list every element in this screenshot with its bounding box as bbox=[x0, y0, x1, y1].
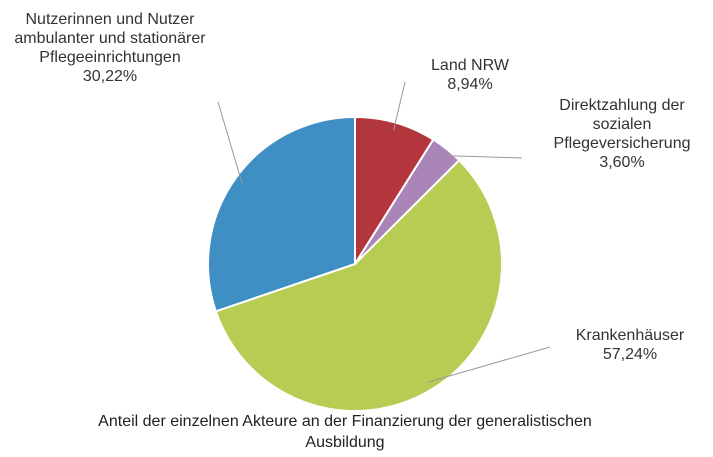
slice-label: Land NRW 8,94% bbox=[410, 56, 530, 94]
leader-line bbox=[393, 81, 406, 131]
chart-title: Anteil der einzelnen Akteure an der Fina… bbox=[98, 413, 592, 451]
leader-line bbox=[428, 346, 551, 383]
slice-label: Krankenhäuser 57,24% bbox=[555, 326, 705, 364]
value-label: 3,60% bbox=[599, 154, 645, 171]
value-label: 57,24% bbox=[602, 346, 658, 363]
category-label: Land NRW bbox=[431, 57, 509, 74]
category-label: Krankenhäuser bbox=[575, 327, 685, 344]
pie-slice bbox=[207, 115, 356, 313]
pie-slice bbox=[214, 158, 503, 412]
value-label: 8,94% bbox=[447, 76, 493, 93]
leader-line bbox=[441, 154, 523, 159]
category-label: Nutzerinnen und Nutzer ambulanter und st… bbox=[14, 11, 206, 66]
slice-label: Nutzerinnen und Nutzer ambulanter und st… bbox=[10, 10, 210, 86]
value-label: 30,22% bbox=[82, 68, 138, 85]
slice-label: Direktzahlung der sozialen Pflegeversich… bbox=[532, 96, 712, 172]
leader-line bbox=[217, 101, 243, 184]
category-label: Direktzahlung der sozialen Pflegeversich… bbox=[553, 97, 691, 152]
